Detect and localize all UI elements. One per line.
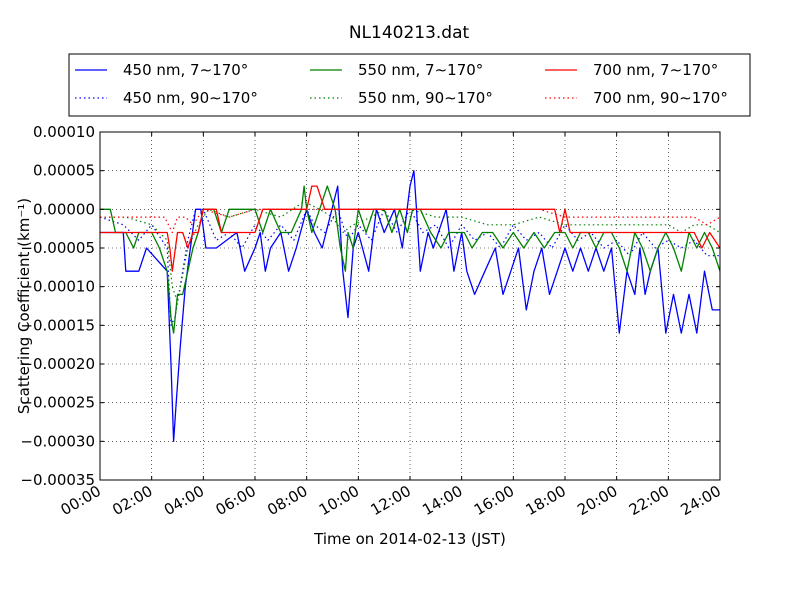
y-tick-label: −0.00025 [20,394,95,412]
legend-label-6: 700 nm, 90∼170° [593,89,728,107]
x-tick-label: 08:00 [264,482,310,519]
x-tick-label: 16:00 [471,482,517,519]
legend-label-4: 550 nm, 90∼170° [358,89,493,107]
y-tick-label: −0.00035 [20,471,95,489]
series-line-1 [100,170,720,442]
y-tick-label: 0.00005 [33,162,95,180]
y-tick-label: −0.00010 [20,278,95,296]
legend-label-2: 450 nm, 90∼170° [123,89,258,107]
legend-frame [68,53,751,117]
plot-area: 00:00 02:00 04:00 06:00 08:00 10:00 12:00 14:00… [20,123,724,519]
legend-label-3: 550 nm, 7∼170° [358,61,483,79]
y-tick-label: −0.00020 [20,355,95,373]
y-tick-label: −0.00030 [20,432,95,450]
x-axis-label: Time on 2014-02-13 (JST) [313,530,506,548]
legend-label-1: 450 nm, 7∼170° [123,61,248,79]
x-tick-label: 04:00 [161,482,207,519]
x-tick-label: 20:00 [574,482,620,519]
x-tick-label: 18:00 [523,482,569,519]
legend-label-5: 700 nm, 7∼170° [593,61,718,79]
x-tick-label: 06:00 [213,482,259,519]
y-axis-label: Scattering Coefficient (km⁻¹) [15,198,33,414]
x-tick-label: 14:00 [419,482,465,519]
x-tick-label: 12:00 [368,482,414,519]
y-tick-label: −0.00005 [20,239,95,257]
series-line-2 [100,208,720,326]
x-tick-label: 02:00 [109,482,155,519]
y-tick-label: −0.00015 [20,316,95,334]
x-tick-label: 10:00 [316,482,362,519]
legend: 450 nm, 7∼170° 450 nm, 90∼170° 550 nm, 7∼1… [68,53,751,117]
series-line-5 [100,185,720,272]
x-tick-label: 24:00 [678,482,724,519]
x-tick-label: 22:00 [626,482,672,519]
chart-title: NL140213.dat [349,23,470,43]
grid [100,132,720,480]
y-tick-label: 0.00010 [33,123,95,141]
y-tick-label: 0.00000 [33,200,95,218]
